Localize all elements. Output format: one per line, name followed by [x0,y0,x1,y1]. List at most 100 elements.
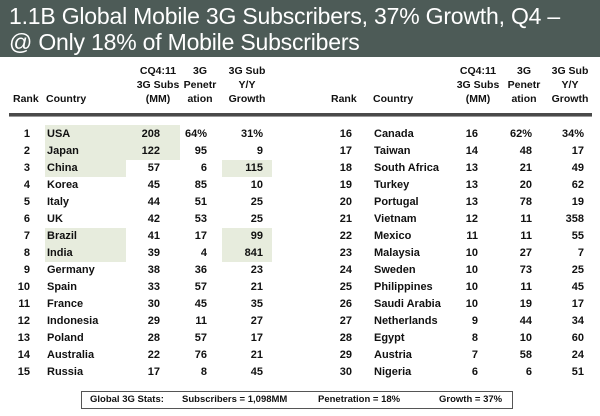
subs-cell: 17 [147,366,160,378]
rank-cell: 9 [23,264,30,276]
rank-cell: 5 [23,196,30,208]
header-rank-left: Rank [13,93,39,105]
header-subs-line: CQ4:11 [139,65,177,77]
penetration-cell: 4 [200,247,207,259]
subs-cell: 8 [471,332,478,344]
growth-cell: 34 [571,315,584,327]
country-cell: Taiwan [374,145,411,157]
subs-cell: 38 [147,264,160,276]
subs-cell: 33 [147,281,160,293]
rank-cell: 15 [17,366,30,378]
table-row: 8 India 39 4 841 [0,245,600,262]
header-growth-line: Growth [551,93,589,105]
rank-cell: 23 [339,247,352,259]
subs-cell: 10 [465,264,478,276]
rank-cell: 14 [17,349,30,361]
growth-cell: 35 [250,298,263,310]
table-row: 12 Indonesia 29 11 27 [0,313,600,330]
penetration-cell: 76 [194,349,207,361]
penetration-cell: 62% [509,128,532,140]
table-row: 21 Vietnam 12 11 358 [0,211,600,228]
table-row: 5 Italy 44 51 25 [0,194,600,211]
header-subs-line: 3G Subs [136,79,180,91]
rank-cell: 1 [23,128,30,140]
table-row: 18 South Africa 13 21 49 [0,160,600,177]
table-row: 20 Portugal 13 78 19 [0,194,600,211]
penetration-cell: 11 [520,230,532,242]
country-cell: Turkey [374,179,410,191]
rank-cell: 30 [339,366,352,378]
header-growth-line: 3G Sub [551,65,589,77]
rank-cell: 19 [339,179,352,191]
growth-cell: 21 [250,281,263,293]
table-row: 6 UK 42 53 25 [0,211,600,228]
country-cell: Nigeria [374,366,412,378]
growth-cell: 25 [250,196,263,208]
growth-cell: 60 [571,332,584,344]
subs-cell: 44 [147,196,160,208]
header-pen-line: ation [511,93,537,105]
highlight-china-country [45,160,126,177]
rank-cell: 17 [339,145,352,157]
subs-cell: 10 [465,281,478,293]
growth-cell: 55 [571,230,584,242]
penetration-cell: 57 [194,281,207,293]
highlight-usa-japan [45,125,180,160]
country-cell: Japan [47,145,79,157]
stats-penetration: Penetration = 18% [318,394,401,405]
table-row: 3 China 57 6 115 [0,160,600,177]
header-subs-line: (MM) [465,93,491,105]
table-row: 23 Malaysia 10 27 7 [0,245,600,262]
country-cell: Canada [374,128,414,140]
table-row: 11 France 30 45 35 [0,296,600,313]
country-cell: Egypt [374,332,405,344]
country-cell: Philippines [374,281,433,293]
header-growth-left: 3G Sub Y/Y Growth [222,64,272,106]
subs-cell: 12 [465,213,478,225]
country-cell: Spain [47,281,77,293]
table-row: 7 Brazil 41 17 99 [0,228,600,245]
growth-cell: 21 [250,349,263,361]
subs-cell: 11 [466,230,478,242]
header-country-right: Country [373,93,414,105]
table-row: 30 Nigeria 6 6 51 [0,364,600,381]
subs-cell: 57 [147,162,160,174]
growth-cell: 7 [577,247,584,259]
growth-cell: 25 [571,264,584,276]
header-pen-line: 3G [516,65,531,77]
growth-cell: 19 [571,196,584,208]
subs-cell: 13 [465,196,478,208]
header-growth-line: Y/Y [238,79,256,91]
penetration-cell: 78 [519,196,532,208]
penetration-cell: 85 [194,179,207,191]
rank-cell: 29 [339,349,352,361]
header-country-left: Country [46,93,87,105]
global-stats-box: Global 3G Stats: Subscribers = 1,098MM P… [81,391,513,409]
growth-cell: 17 [571,145,584,157]
subs-cell: 122 [141,145,160,157]
table-row: 24 Sweden 10 73 25 [0,262,600,279]
penetration-cell: 58 [519,349,532,361]
subs-cell: 41 [147,230,160,242]
header-growth-line: Growth [228,93,266,105]
penetration-cell: 53 [194,213,207,225]
table-row: 10 Spain 33 57 21 [0,279,600,296]
title-line-1: 1.1B Global Mobile 3G Subscribers, 37% G… [9,3,561,29]
country-cell: USA [47,128,71,140]
penetration-cell: 11 [520,281,532,293]
table-row: 1 USA 208 64% 31% [0,126,600,143]
penetration-cell: 27 [519,247,532,259]
rank-cell: 6 [23,213,30,225]
subs-cell: 22 [147,349,160,361]
rank-cell: 4 [23,179,30,191]
country-cell: UK [47,213,63,225]
country-cell: Indonesia [47,315,99,327]
growth-cell: 23 [250,264,263,276]
country-cell: Vietnam [374,213,417,225]
growth-cell: 31% [240,128,263,140]
country-cell: Australia [47,349,95,361]
penetration-cell: 6 [525,366,532,378]
rank-cell: 12 [17,315,30,327]
header-subs-right: CQ4:11 3G Subs (MM) [446,64,510,106]
penetration-cell: 17 [194,230,207,242]
